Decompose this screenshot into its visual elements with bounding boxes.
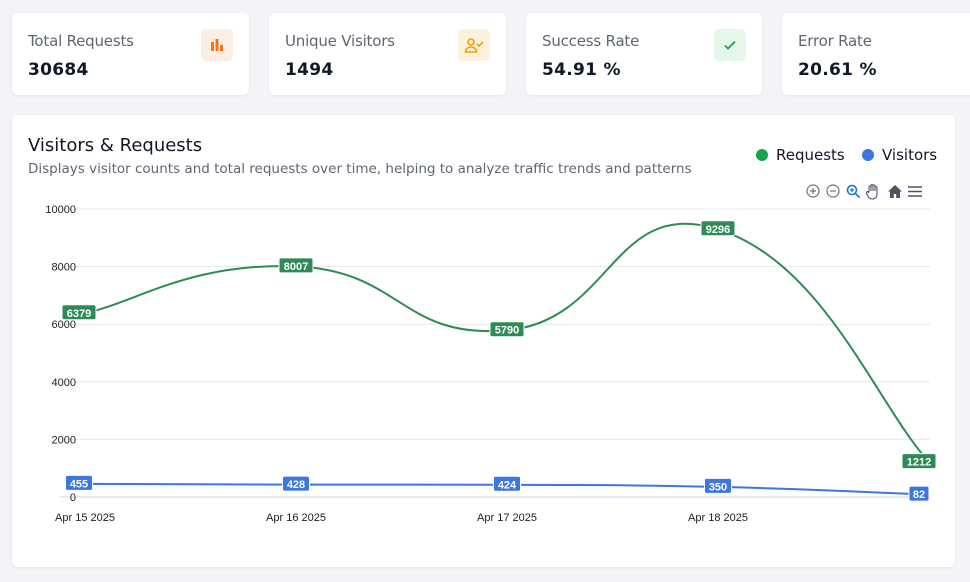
x-tick-label: Apr 15 2025 — [55, 512, 115, 524]
legend-item-requests[interactable]: Requests — [756, 146, 845, 164]
stat-card-error-rate: Error Rate 20.61 % — [782, 13, 970, 95]
stat-card-success-rate: Success Rate 54.91 % — [526, 13, 762, 95]
x-tick-label: Apr 18 2025 — [688, 512, 748, 524]
stat-label: Total Requests — [28, 32, 134, 50]
reset-home-icon[interactable] — [885, 182, 905, 200]
data-label-box — [489, 321, 525, 338]
menu-icon[interactable] — [905, 182, 925, 200]
stat-value: 1494 — [285, 60, 334, 80]
y-tick-label: 6000 — [52, 319, 76, 331]
data-label-text: 1212 — [907, 457, 931, 469]
data-label-box — [700, 220, 736, 237]
data-label-text: 82 — [913, 489, 925, 501]
y-tick-label: 8000 — [52, 262, 76, 274]
data-label: 428 — [282, 475, 310, 492]
user-check-icon — [458, 29, 490, 61]
bar-chart-icon — [201, 29, 233, 61]
chart-subtitle: Displays visitor counts and total reques… — [28, 161, 692, 177]
data-label: 6379 — [61, 304, 97, 321]
data-label: 8007 — [278, 257, 314, 274]
y-tick-label: 2000 — [52, 434, 76, 446]
data-label-box — [704, 477, 732, 494]
data-label: 424 — [493, 475, 521, 492]
data-label: 1212 — [901, 453, 937, 470]
data-label-box — [901, 453, 937, 470]
data-label-box — [908, 485, 930, 502]
legend-marker — [862, 149, 874, 161]
stat-value: 30684 — [28, 60, 89, 80]
legend-label: Visitors — [882, 146, 938, 164]
x-tick-label: Apr 16 2025 — [266, 512, 326, 524]
data-label-text: 5790 — [495, 325, 519, 337]
legend-item-visitors[interactable]: Visitors — [862, 146, 937, 164]
stat-label: Unique Visitors — [285, 32, 395, 50]
chart-toolbar — [803, 182, 925, 200]
data-label-box — [61, 304, 97, 321]
data-label: 350 — [704, 477, 732, 494]
data-label-text: 6379 — [67, 308, 91, 320]
visitors-requests-panel: Visitors & Requests Displays visitor cou… — [12, 115, 955, 567]
chart-title: Visitors & Requests — [28, 135, 203, 156]
data-label: 455 — [65, 474, 93, 491]
data-label-text: 428 — [287, 479, 305, 491]
data-label-box — [493, 475, 521, 492]
data-label: 9296 — [700, 220, 736, 237]
data-label-text: 455 — [70, 478, 88, 490]
data-label-box — [278, 257, 314, 274]
zoom-in-icon[interactable] — [803, 182, 823, 200]
stat-value: 20.61 % — [798, 60, 877, 80]
data-label-text: 350 — [709, 481, 727, 493]
data-label-text: 424 — [498, 479, 517, 491]
legend-marker — [756, 149, 768, 161]
data-label-text: 8007 — [284, 261, 308, 273]
data-label: 82 — [908, 485, 930, 502]
data-label-text: 9296 — [706, 224, 730, 236]
pan-hand-icon[interactable] — [863, 182, 883, 200]
legend-label: Requests — [776, 146, 845, 164]
y-tick-label: 4000 — [52, 377, 76, 389]
series-line-requests — [84, 222, 930, 463]
stat-label: Error Rate — [798, 32, 872, 50]
stat-value: 54.91 % — [542, 60, 621, 80]
x-tick-label: Apr 17 2025 — [477, 512, 537, 524]
y-tick-label: 10000 — [45, 204, 76, 216]
check-icon — [714, 29, 746, 61]
y-tick-label: 0 — [70, 492, 76, 504]
data-label: 5790 — [489, 321, 525, 338]
zoom-out-icon[interactable] — [823, 182, 843, 200]
selection-zoom-icon[interactable] — [843, 182, 863, 200]
data-label-box — [65, 474, 93, 491]
data-label-box — [282, 475, 310, 492]
stat-card-total-requests: Total Requests 30684 — [12, 13, 249, 95]
stat-label: Success Rate — [542, 32, 640, 50]
stat-card-unique-visitors: Unique Visitors 1494 — [269, 13, 506, 95]
